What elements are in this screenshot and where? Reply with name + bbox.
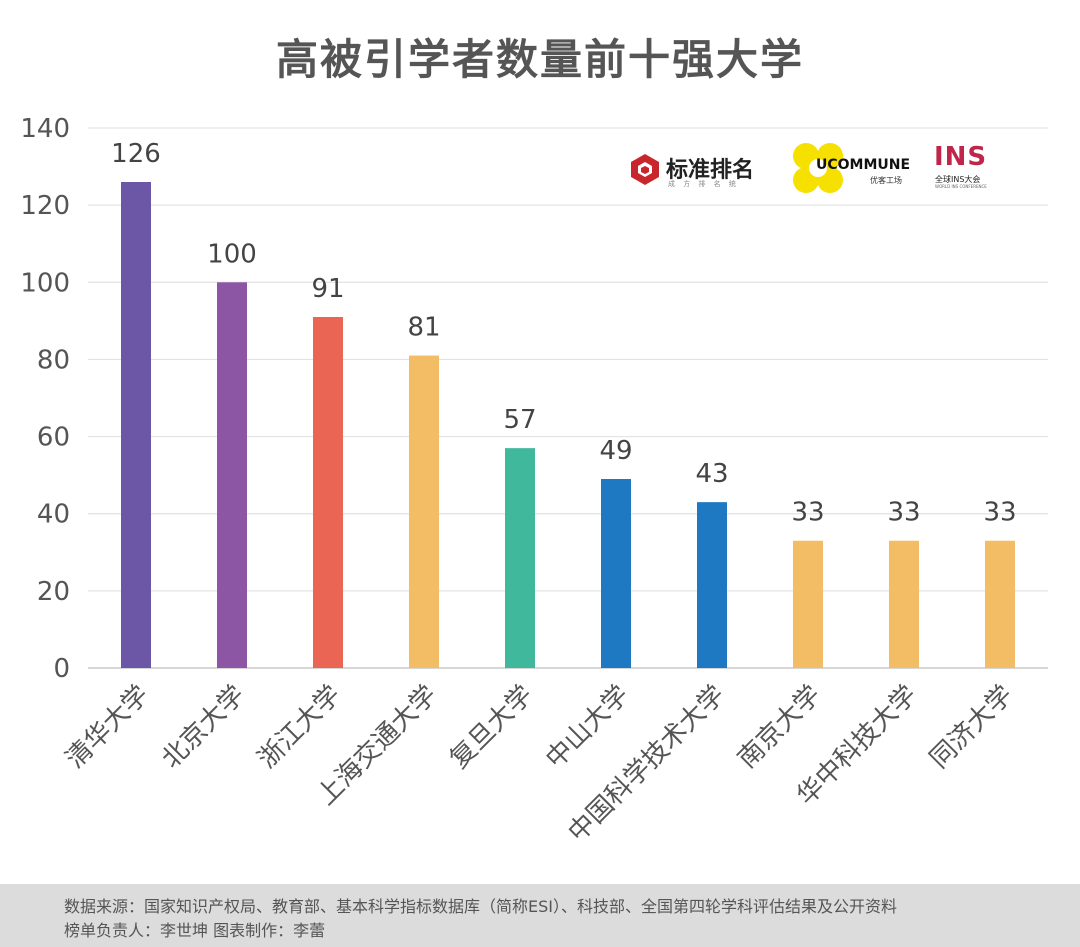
y-tick-label: 80 — [37, 345, 70, 375]
data-source-note: 数据来源：国家知识产权局、教育部、基本科学指标数据库（简称ESI）、科技部、全国… — [64, 897, 897, 916]
y-tick-label: 120 — [20, 191, 70, 221]
x-tick-label: 同济大学 — [924, 680, 1019, 775]
ucommune-emblem-icon — [793, 143, 843, 193]
y-tick-label: 40 — [37, 500, 70, 530]
footer: 数据来源：国家知识产权局、教育部、基本科学指标数据库（简称ESI）、科技部、全国… — [0, 884, 1080, 947]
x-tick-label: 清华大学 — [60, 680, 155, 775]
bar — [121, 182, 151, 668]
x-tick-label: 南京大学 — [732, 680, 827, 775]
y-axis-ticks: 0 20 40 60 80 100 120 140 — [20, 114, 70, 684]
biaozhun-logo: 标准排名 成 方 排 名 统 — [628, 150, 763, 190]
credit-note: 榜单负责人：李世坤 图表制作：李蕾 — [64, 921, 326, 940]
y-tick-label: 0 — [53, 654, 70, 684]
bar — [313, 317, 343, 668]
data-label: 33 — [887, 498, 920, 528]
data-label: 33 — [791, 498, 824, 528]
y-tick-label: 100 — [20, 268, 70, 298]
gridlines — [88, 127, 1048, 669]
chart-title: 高被引学者数量前十强大学 — [275, 35, 804, 84]
bar-chart: 0 20 40 60 80 100 120 140 126 100 91 81 57 49 43 33 33 3… — [20, 114, 1048, 848]
cube-icon — [631, 154, 659, 185]
y-tick-label: 60 — [37, 423, 70, 453]
x-tick-label: 中山大学 — [540, 680, 635, 775]
data-label: 33 — [983, 498, 1016, 528]
y-tick-label: 140 — [20, 114, 70, 144]
bar — [889, 540, 919, 668]
y-tick-label: 20 — [37, 577, 70, 607]
data-labels: 126 100 91 81 57 49 43 33 33 33 — [111, 139, 1016, 528]
x-tick-label: 北京大学 — [156, 680, 251, 775]
data-label: 81 — [407, 313, 440, 343]
data-label: 49 — [599, 436, 632, 466]
bars — [121, 182, 1015, 668]
data-label: 100 — [207, 239, 257, 269]
x-tick-label: 复旦大学 — [444, 680, 539, 775]
bar — [409, 355, 439, 668]
bar — [985, 540, 1015, 668]
data-label: 43 — [695, 459, 728, 489]
data-label: 57 — [503, 405, 536, 435]
bar — [793, 540, 823, 668]
data-label: 126 — [111, 139, 161, 169]
bar — [601, 479, 631, 668]
ins-logo: INS 全球INS大会 WORLD INS CONFERENCE — [934, 142, 988, 189]
bar — [697, 502, 727, 668]
bar — [505, 448, 535, 668]
bar — [217, 282, 247, 668]
data-label: 91 — [311, 274, 344, 304]
ucommune-logo: UCOMMUNE 优客工场 — [790, 140, 910, 196]
x-tick-label: 浙江大学 — [252, 680, 347, 775]
